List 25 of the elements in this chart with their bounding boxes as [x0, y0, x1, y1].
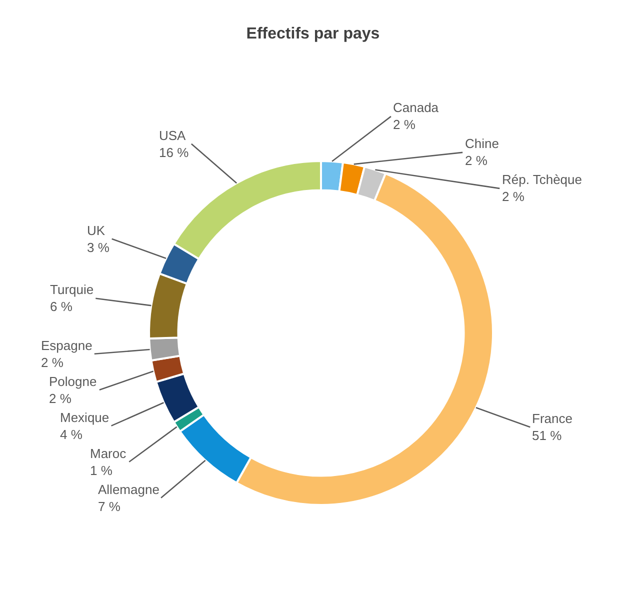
data-label: 3 %	[87, 240, 110, 255]
slice-label: USA	[159, 128, 186, 143]
slice-label: Canada	[393, 100, 440, 115]
data-label: 6 %	[50, 298, 73, 314]
slice-label: Chine	[465, 136, 499, 151]
data-label: 7 %	[98, 498, 121, 514]
chart-title: Effectifs par pays	[246, 25, 380, 42]
slice-label: Espagne	[41, 338, 92, 353]
data-label: 16 %	[159, 144, 190, 160]
data-label: 2 %	[41, 354, 64, 370]
slice-label: Maroc	[90, 446, 127, 461]
slice-label: France	[532, 411, 572, 426]
data-label: 2 %	[502, 188, 525, 204]
slice-label: UK	[87, 223, 106, 238]
data-label: 51 %	[532, 428, 562, 443]
data-label: 2 %	[465, 152, 488, 168]
slice-label: Rép. Tchèque	[502, 172, 582, 187]
slice-label: Pologne	[49, 374, 97, 389]
data-label: 2 %	[393, 116, 416, 132]
slice-label: Mexique	[60, 410, 110, 425]
slice-label: Allemagne	[98, 482, 160, 497]
data-label: 1 %	[90, 462, 113, 478]
data-label: 4 %	[60, 426, 83, 442]
slice-label: Turquie	[50, 282, 94, 297]
data-label: 2 %	[49, 390, 72, 406]
